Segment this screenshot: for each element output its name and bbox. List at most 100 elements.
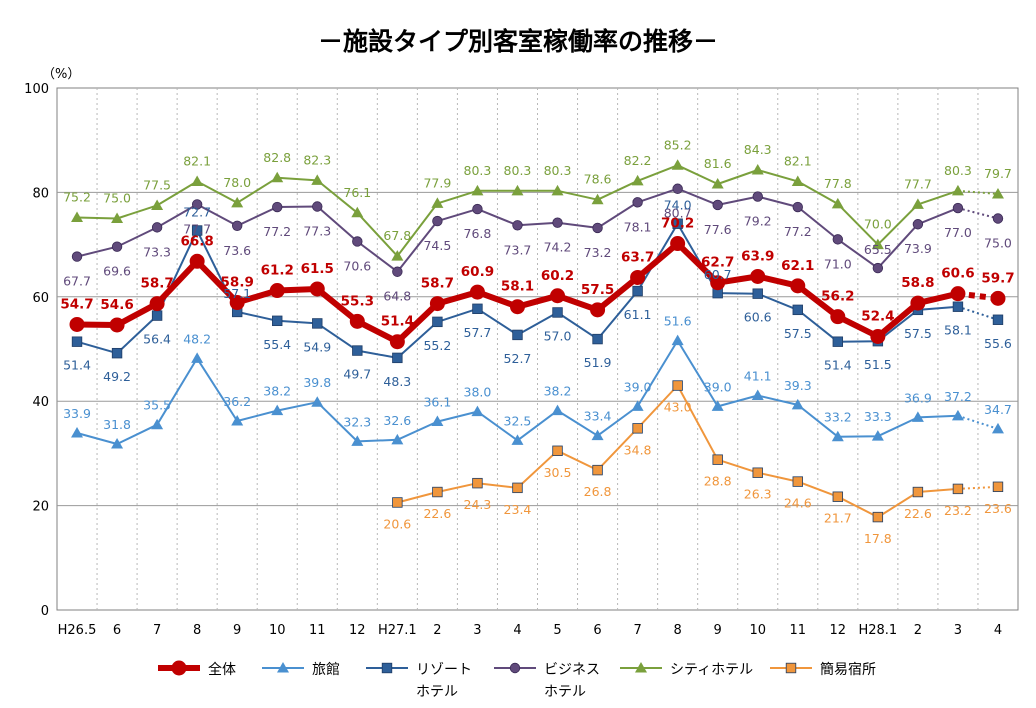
business-data-label: 78.1 [624, 219, 652, 234]
ryokan-data-label: 38.2 [263, 384, 291, 399]
total-point [109, 317, 125, 333]
resort-data-label: 57.1 [223, 286, 251, 301]
business-data-label: 77.2 [784, 224, 812, 239]
series-simple [392, 380, 1004, 523]
simple-data-label: 24.3 [464, 497, 492, 512]
ryokan-data-label: 39.8 [303, 375, 331, 390]
business-data-label: 77.2 [263, 224, 291, 239]
total-point [590, 302, 606, 318]
grid-layer [56, 87, 1019, 611]
business-point [272, 201, 283, 213]
x-tick-label: 11 [789, 623, 806, 638]
simple-data-label: 23.2 [944, 503, 972, 518]
simple-data-label: 21.7 [824, 511, 852, 526]
ryokan-point [391, 433, 404, 445]
city-point [231, 196, 244, 208]
business-point [111, 241, 123, 252]
resort-point [472, 303, 483, 315]
business-data-label: 74.2 [544, 240, 572, 255]
total-point [171, 660, 187, 676]
ryokan-point [831, 430, 844, 442]
ryokan-point [631, 400, 644, 411]
series-ryokan [71, 334, 1004, 449]
city-point [391, 250, 404, 261]
x-tick-label: 10 [269, 623, 286, 638]
simple-data-label: 22.6 [423, 506, 451, 521]
x-tick-label: 11 [309, 623, 326, 638]
simple-data-label: 23.6 [984, 501, 1012, 516]
y-axis-unit: （%） [42, 67, 80, 82]
business-data-label: 67.7 [63, 274, 91, 289]
total-point [550, 288, 566, 304]
simple-point [952, 483, 964, 495]
ryokan-point [911, 411, 924, 422]
business-data-label: 70.6 [343, 258, 371, 273]
city-data-label: 77.7 [904, 176, 932, 191]
business-data-label: 79.2 [744, 214, 772, 229]
business-data-label: 71.0 [824, 256, 852, 271]
ryokan-data-label: 33.4 [584, 409, 612, 424]
city-data-label: 82.1 [784, 153, 812, 168]
city-point [351, 206, 364, 218]
resort-point [552, 307, 563, 318]
x-tick-label: 3 [473, 623, 481, 638]
ryokan-data-label: 32.6 [383, 413, 411, 428]
series-city [71, 159, 1004, 261]
simple-point [872, 511, 884, 523]
y-tick-label: 80 [32, 186, 49, 201]
city-data-label: 82.2 [624, 153, 652, 168]
total-data-label: 58.1 [501, 279, 534, 295]
city-point [71, 211, 84, 222]
total-point [469, 284, 485, 300]
total-data-label: 58.8 [901, 275, 934, 291]
total-point [149, 296, 165, 312]
resort-data-label: 55.2 [423, 338, 451, 353]
resort-data-label: 60.6 [744, 310, 772, 325]
simple-point [912, 486, 924, 498]
simple-line-provisional [957, 485, 999, 490]
ryokan-point [231, 415, 244, 426]
city-data-label: 85.2 [664, 137, 692, 152]
simple-data-label: 22.6 [904, 506, 932, 521]
city-data-label: 82.3 [303, 152, 331, 167]
business-data-label: 80.7 [664, 206, 692, 221]
x-tick-label: 7 [153, 623, 161, 638]
ryokan-data-label: 32.3 [343, 414, 371, 429]
total-data-label: 58.7 [421, 276, 454, 292]
y-tick-label: 0 [41, 604, 49, 619]
ryokan-point [511, 434, 524, 445]
resort-data-label: 56.4 [143, 332, 171, 347]
ryokan-data-label: 39.0 [704, 379, 732, 394]
x-tick-label: H28.1 [858, 623, 897, 638]
city-point [831, 197, 844, 209]
resort-point [381, 662, 393, 674]
business-data-label: 77.3 [303, 223, 331, 238]
city-point [191, 175, 204, 186]
resort-point [792, 304, 803, 316]
x-tick-label: 6 [113, 623, 121, 638]
city-point [311, 174, 324, 185]
simple-point [512, 482, 523, 494]
total-data-label: 58.9 [221, 275, 254, 291]
business-point [752, 191, 763, 202]
series-layer [69, 159, 1006, 523]
simple-data-label: 34.8 [624, 442, 652, 457]
resort-point [992, 314, 1004, 325]
x-tick-label: 2 [433, 623, 441, 638]
legend-label: 全体 [208, 661, 236, 678]
legend-label: ホテル [416, 684, 458, 700]
x-tick-label: 5 [553, 623, 561, 638]
legend-label: ホテル [544, 684, 586, 700]
city-point [711, 178, 724, 189]
business-point [71, 251, 83, 262]
total-data-label: 57.5 [581, 282, 614, 298]
total-data-label: 62.1 [781, 258, 814, 274]
resort-point [632, 285, 643, 297]
ryokan-data-label: 33.2 [824, 410, 852, 425]
total-point [229, 295, 245, 311]
ryokan-data-label: 36.9 [904, 390, 932, 405]
resort-point [672, 218, 683, 229]
ryokan-point [271, 404, 284, 416]
